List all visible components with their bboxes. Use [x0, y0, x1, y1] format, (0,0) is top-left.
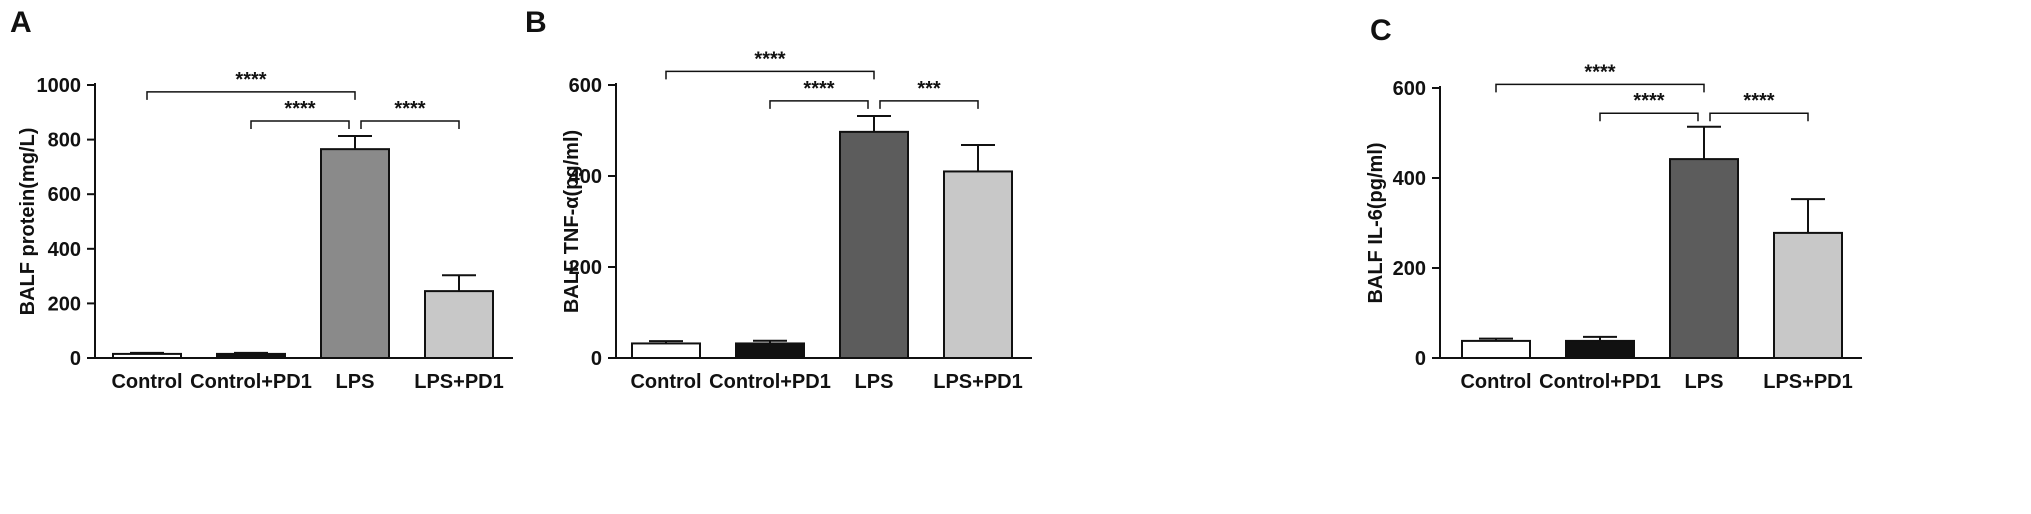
x-category-label: Control+PD1 [1539, 371, 1661, 393]
bar-lps-plus-pd1 [424, 290, 494, 359]
significance-bracket [250, 120, 350, 130]
x-category-label: LPS [1685, 371, 1724, 393]
x-category-label: Control [1460, 371, 1531, 393]
panel-a: A 0 200 400 600 800 1000 BALF protein(mg/L) Con… [0, 0, 680, 514]
significance-label: **** [235, 69, 266, 91]
y-tick-label: 0 [591, 348, 602, 370]
significance-label: **** [284, 98, 315, 120]
bar-control-plus-pd1 [735, 342, 805, 360]
y-tick-label: 400 [1393, 168, 1426, 190]
significance-label: **** [1633, 90, 1664, 112]
bar-lps-plus-pd1 [1773, 231, 1843, 359]
significance-bracket [1495, 83, 1705, 93]
bar-lps [839, 130, 909, 359]
significance-label: **** [394, 98, 425, 120]
y-tick-label: 600 [48, 184, 81, 206]
panel-c: C 0 200 400 600 BALF IL-6(pg/ml) Control Contr… [1360, 0, 2031, 514]
panel-letter: A [10, 6, 32, 39]
significance-label: *** [917, 78, 941, 100]
y-tick-label: 400 [569, 166, 602, 188]
bar-control-plus-pd1 [216, 352, 286, 359]
x-category-label: LPS [855, 371, 894, 393]
y-tick-label: 0 [70, 348, 81, 370]
x-category-label: Control [111, 371, 182, 393]
significance-label: **** [1743, 90, 1774, 112]
bar-lps-plus-pd1 [943, 170, 1013, 359]
chart-c: 0 200 400 600 BALF IL-6(pg/ml) Control Control… [1365, 61, 1862, 393]
bar-control [112, 352, 182, 359]
significance-bracket [360, 120, 460, 130]
panel-letter: B [525, 6, 547, 39]
significance-label: **** [1584, 61, 1615, 83]
bar-control [631, 342, 701, 360]
x-category-label: Control+PD1 [709, 371, 831, 393]
bar-control-plus-pd1 [1565, 339, 1635, 359]
significance-bracket [879, 100, 979, 109]
y-tick-label: 600 [1393, 78, 1426, 100]
x-category-label: LPS+PD1 [933, 371, 1022, 393]
panel-letter: C [1370, 14, 1392, 47]
bar-lps [320, 148, 390, 359]
y-axis-title: BALF protein(mg/L) [17, 128, 39, 316]
significance-label: **** [803, 78, 834, 100]
panel-b: B 0 200 400 600 BALF TNF-α(pg/ml) Control Cont… [525, 0, 1230, 514]
y-tick-label: 0 [1415, 348, 1426, 370]
x-category-label: LPS [336, 371, 375, 393]
significance-bracket [769, 100, 869, 109]
significance-label: **** [754, 48, 785, 70]
y-axis-title: BALF TNF-α(pg/ml) [561, 130, 583, 313]
chart-a: 0 200 400 600 800 1000 BALF protein(mg/L) Contr… [17, 69, 513, 393]
y-tick-label: 600 [569, 75, 602, 97]
bar-control [1461, 339, 1531, 359]
y-tick-label: 200 [48, 293, 81, 315]
significance-bracket [665, 70, 875, 80]
x-category-label: LPS+PD1 [1763, 371, 1852, 393]
y-tick-label: 200 [569, 257, 602, 279]
x-category-label: Control [630, 371, 701, 393]
chart-b: 0 200 400 600 BALF TNF-α(pg/ml) Control Contro… [561, 48, 1032, 393]
x-category-label: LPS+PD1 [414, 371, 503, 393]
y-tick-label: 400 [48, 239, 81, 261]
significance-bracket [1599, 112, 1699, 122]
significance-bracket [146, 91, 356, 100]
x-category-label: Control+PD1 [190, 371, 312, 393]
significance-bracket [1709, 112, 1809, 122]
y-tick-label: 1000 [37, 75, 82, 97]
bar-lps [1669, 158, 1739, 359]
y-axis-title: BALF IL-6(pg/ml) [1365, 142, 1387, 303]
y-tick-label: 200 [1393, 258, 1426, 280]
y-tick-label: 800 [48, 130, 81, 152]
